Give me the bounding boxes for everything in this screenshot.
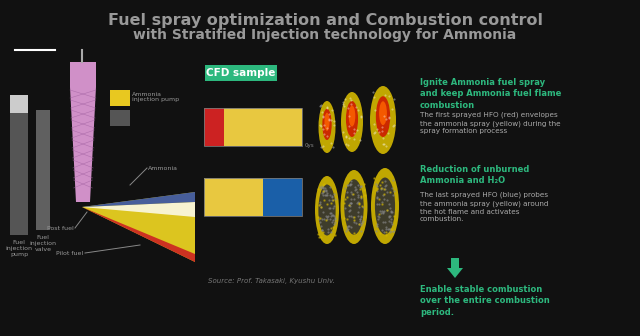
Text: Fuel
injection
pump: Fuel injection pump: [6, 240, 33, 257]
Bar: [110, 90, 130, 106]
Ellipse shape: [376, 96, 390, 137]
Text: Post fuel: Post fuel: [47, 226, 74, 231]
Ellipse shape: [344, 179, 364, 235]
Polygon shape: [82, 192, 195, 262]
Text: with Stratified Injection technology for Ammonia: with Stratified Injection technology for…: [133, 28, 516, 42]
Polygon shape: [82, 202, 195, 217]
Text: Ammonia: Ammonia: [148, 166, 178, 170]
Bar: [205, 65, 277, 81]
Bar: [204, 178, 302, 216]
Text: Fuel
injection
valve: Fuel injection valve: [29, 235, 56, 252]
FancyArrow shape: [447, 258, 463, 278]
Ellipse shape: [340, 170, 367, 244]
Text: The last sprayed HFO (blue) probes
the ammonia spray (yellow) around
the hot fla: The last sprayed HFO (blue) probes the a…: [420, 192, 548, 222]
Bar: [204, 178, 263, 216]
Ellipse shape: [318, 184, 335, 236]
Ellipse shape: [315, 176, 339, 244]
Text: 0ys: 0ys: [305, 143, 315, 149]
Ellipse shape: [349, 106, 355, 126]
Text: CFD sample: CFD sample: [206, 68, 276, 78]
Bar: [10, 95, 28, 113]
Text: Ammonia
injection pump: Ammonia injection pump: [132, 92, 179, 102]
Ellipse shape: [379, 101, 387, 125]
Text: Reduction of unburned
Ammonia and H₂O: Reduction of unburned Ammonia and H₂O: [420, 165, 529, 185]
Bar: [223, 108, 302, 146]
Bar: [204, 108, 223, 146]
Polygon shape: [82, 192, 195, 207]
Ellipse shape: [371, 168, 399, 244]
Text: Pilot fuel: Pilot fuel: [56, 251, 84, 256]
Ellipse shape: [341, 92, 363, 152]
Bar: [110, 110, 130, 126]
Ellipse shape: [375, 177, 395, 235]
Polygon shape: [70, 87, 96, 202]
Ellipse shape: [324, 113, 330, 131]
Ellipse shape: [323, 109, 332, 140]
Polygon shape: [82, 207, 195, 262]
Text: The first sprayed HFO (red) envelopes
the ammonia spray (yellow) during the
spra: The first sprayed HFO (red) envelopes th…: [420, 112, 561, 134]
Text: Enable stable combustion
over the entire combustion
period.: Enable stable combustion over the entire…: [420, 285, 550, 317]
Ellipse shape: [370, 86, 396, 154]
Bar: [10, 95, 28, 235]
Text: Fuel spray optimization and Combustion control: Fuel spray optimization and Combustion c…: [108, 13, 543, 28]
Bar: [36, 110, 50, 230]
Bar: [263, 178, 302, 216]
Text: Ignite Ammonia fuel spray
and keep Ammonia fuel flame
combustion: Ignite Ammonia fuel spray and keep Ammon…: [420, 78, 561, 110]
Ellipse shape: [319, 101, 335, 153]
Text: Source: Prof. Takasaki, Kyushu Univ.: Source: Prof. Takasaki, Kyushu Univ.: [208, 278, 335, 284]
Bar: [204, 108, 302, 146]
Ellipse shape: [346, 101, 358, 137]
Bar: [70, 62, 96, 87]
